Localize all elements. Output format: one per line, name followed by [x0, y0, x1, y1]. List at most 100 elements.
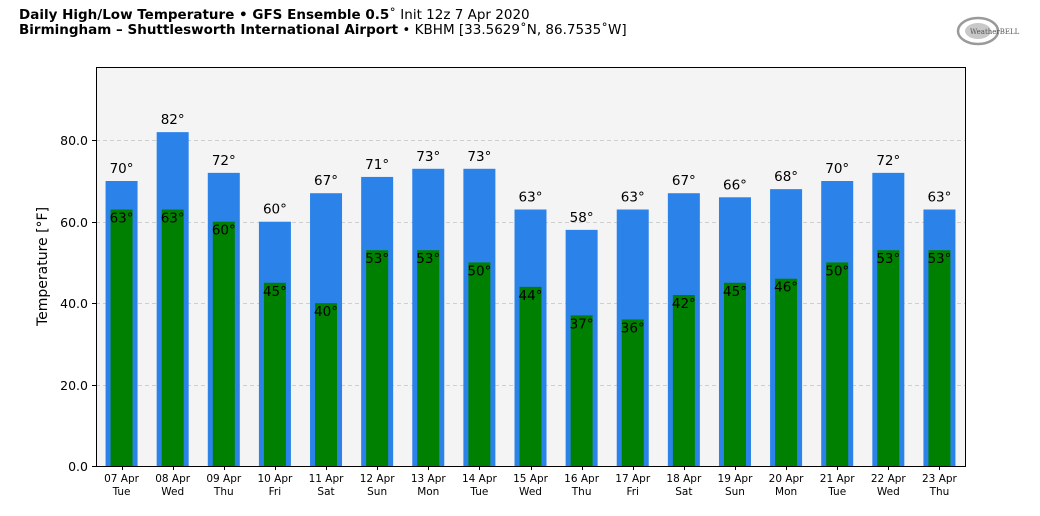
logo-text: WeatherBELL [970, 28, 1020, 36]
x-tick-label-weekday: Wed [161, 486, 184, 498]
high-value-label: 66° [723, 177, 747, 193]
low-value-label: 63° [110, 211, 134, 227]
weatherbell-logo: WeatherBELL [956, 16, 1020, 46]
x-tick-label-date: 12 Apr [360, 473, 396, 485]
x-tick-label-date: 23 Apr [922, 473, 958, 485]
high-value-label: 73° [416, 149, 440, 165]
x-tick-label-weekday: Fri [626, 486, 639, 498]
high-value-label: 63° [927, 190, 951, 206]
x-tick-label-date: 18 Apr [666, 473, 702, 485]
high-value-label: 72° [876, 153, 900, 169]
low-value-label: 42° [672, 296, 696, 312]
x-tick-label-weekday: Thu [571, 486, 592, 498]
low-bar [621, 319, 644, 466]
low-bar [110, 209, 133, 466]
x-tick-label-date: 16 Apr [564, 473, 600, 485]
high-value-label: 71° [365, 157, 389, 173]
station-coords: • KBHM [33.5629˚N, 86.7535˚W] [398, 22, 627, 38]
x-tick-label-weekday: Thu [929, 486, 950, 498]
low-bar [928, 250, 951, 466]
low-value-label: 53° [927, 251, 951, 267]
high-value-label: 68° [774, 169, 798, 185]
low-value-label: 63° [161, 211, 185, 227]
x-tick-label-date: 17 Apr [615, 473, 651, 485]
low-bar [161, 209, 184, 466]
y-tick-label: 80.0 [60, 133, 88, 148]
high-value-label: 73° [467, 149, 491, 165]
high-value-label: 60° [263, 202, 287, 218]
x-tick-label-weekday: Mon [775, 486, 797, 498]
low-value-label: 53° [416, 251, 440, 267]
init-time: ˚ Init 12z 7 Apr 2020 [389, 7, 530, 23]
x-tick-label-date: 08 Apr [155, 473, 191, 485]
chart-header: Daily High/Low Temperature • GFS Ensembl… [19, 8, 627, 38]
chart-title: Daily High/Low Temperature • GFS Ensembl… [19, 7, 390, 23]
low-value-label: 37° [570, 316, 594, 332]
low-bar [212, 221, 235, 466]
x-tick-label-date: 07 Apr [104, 473, 140, 485]
high-value-label: 70° [110, 161, 134, 177]
low-value-label: 46° [774, 280, 798, 296]
x-tick-label-weekday: Wed [877, 486, 900, 498]
x-tick-label-weekday: Thu [213, 486, 234, 498]
low-bar [775, 278, 798, 466]
low-series [110, 209, 951, 466]
low-bar [417, 250, 440, 466]
x-tick-label-date: 11 Apr [309, 473, 345, 485]
high-value-label: 72° [212, 153, 236, 169]
high-value-label: 63° [519, 190, 543, 206]
low-bar [672, 295, 695, 466]
x-tick-label-date: 15 Apr [513, 473, 549, 485]
low-bar [826, 262, 849, 466]
low-value-label: 60° [212, 223, 236, 239]
x-tick-label-date: 09 Apr [206, 473, 242, 485]
x-tick-label-date: 10 Apr [257, 473, 293, 485]
x-tick-label-weekday: Mon [417, 486, 439, 498]
low-value-label: 45° [263, 284, 287, 300]
low-bar [723, 282, 746, 466]
x-tick-label-date: 22 Apr [871, 473, 907, 485]
x-tick-label-weekday: Tue [827, 486, 846, 498]
x-tick-label-date: 21 Apr [820, 473, 856, 485]
header-line-2: Birmingham – Shuttlesworth International… [19, 23, 627, 38]
low-value-label: 53° [365, 251, 389, 267]
y-axis-title: Temperature [°F] [35, 207, 51, 327]
low-bar [263, 282, 286, 466]
x-tick-label-weekday: Wed [519, 486, 542, 498]
high-value-label: 70° [825, 161, 849, 177]
low-value-label: 40° [314, 304, 338, 320]
y-tick-label: 40.0 [60, 296, 88, 311]
high-value-label: 82° [161, 112, 185, 128]
x-tick-label-date: 13 Apr [411, 473, 447, 485]
low-value-label: 50° [825, 263, 849, 279]
low-value-label: 50° [467, 263, 491, 279]
low-bar [315, 303, 338, 466]
high-value-label: 63° [621, 190, 645, 206]
low-value-label: 36° [621, 320, 645, 336]
high-labels: 70° 82° 72° 60° 67° 71° 73° 73° 63° 58° 63° 67° 66° 6… [110, 112, 952, 226]
x-tick-label-weekday: Sun [725, 486, 745, 498]
high-value-label: 67° [314, 173, 338, 189]
low-bar [366, 250, 389, 466]
y-tick-label: 0.0 [68, 459, 88, 474]
x-tick-label-weekday: Tue [469, 486, 488, 498]
low-value-label: 53° [876, 251, 900, 267]
low-bar [877, 250, 900, 466]
low-value-label: 45° [723, 284, 747, 300]
y-tick-label: 60.0 [60, 215, 88, 230]
x-tick-label-weekday: Sat [317, 486, 334, 498]
header-line-1: Daily High/Low Temperature • GFS Ensembl… [19, 8, 627, 23]
high-value-label: 58° [570, 210, 594, 226]
low-bar [468, 262, 491, 466]
station-name: Birmingham – Shuttlesworth International… [19, 22, 399, 38]
y-axis: 0.0 20.0 40.0 60.0 80.0 [60, 133, 96, 474]
x-tick-label-date: 20 Apr [769, 473, 805, 485]
x-tick-label-weekday: Tue [112, 486, 131, 498]
x-tick-label-date: 19 Apr [718, 473, 754, 485]
low-value-label: 44° [519, 288, 543, 304]
x-tick-label-weekday: Fri [269, 486, 282, 498]
x-tick-label-weekday: Sun [367, 486, 387, 498]
low-bar [570, 315, 593, 466]
